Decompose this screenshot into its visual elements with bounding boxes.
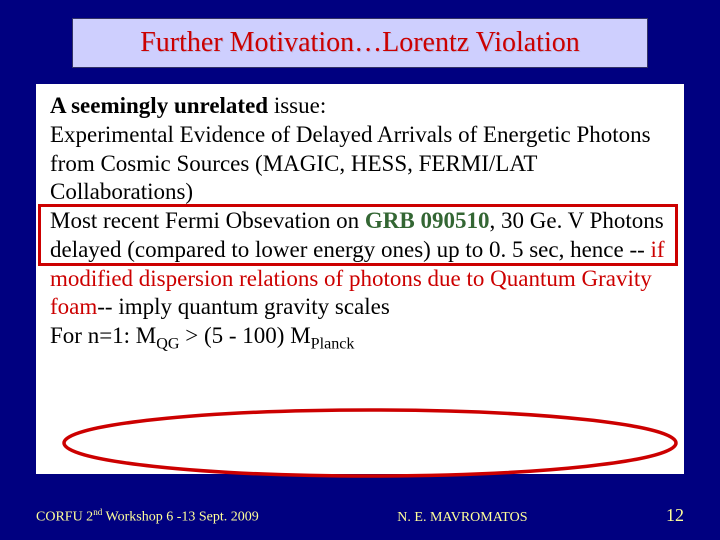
emph-intro: A seemingly unrelated xyxy=(50,93,268,118)
body-fermi-d: -- imply quantum gravity scales xyxy=(97,294,390,319)
grb-id: GRB 090510 xyxy=(365,208,490,233)
formula-sub-planck: Planck xyxy=(311,336,355,353)
content-text: A seemingly unrelated issue: Experimenta… xyxy=(50,92,670,355)
formula-sub-qg: QG xyxy=(156,336,179,353)
slide-title: Further Motivation…Lorentz Violation xyxy=(140,27,580,59)
slide-footer: CORFU 2nd Workshop 6 -13 Sept. 2009 N. E… xyxy=(36,505,684,526)
footer-left: CORFU 2nd Workshop 6 -13 Sept. 2009 xyxy=(36,507,259,526)
body-line-evidence: Experimental Evidence of Delayed Arrival… xyxy=(50,122,651,205)
footer-author: N. E. MAVROMATOS xyxy=(397,510,527,526)
footer-conf-pre: CORFU 2 xyxy=(36,510,93,525)
formula-mid: > (5 - 100) M xyxy=(180,323,311,348)
body-fermi-a: Most recent Fermi Obsevation on xyxy=(50,208,365,233)
footer-page-number: 12 xyxy=(666,505,684,526)
content-box: A seemingly unrelated issue: Experimenta… xyxy=(36,84,684,474)
intro-rest: issue: xyxy=(268,93,326,118)
title-bar: Further Motivation…Lorentz Violation xyxy=(72,18,648,68)
formula-prefix: For n=1: M xyxy=(50,323,156,348)
footer-conf-sup: nd xyxy=(93,507,102,517)
footer-conf-post: Workshop 6 -13 Sept. 2009 xyxy=(102,510,259,525)
